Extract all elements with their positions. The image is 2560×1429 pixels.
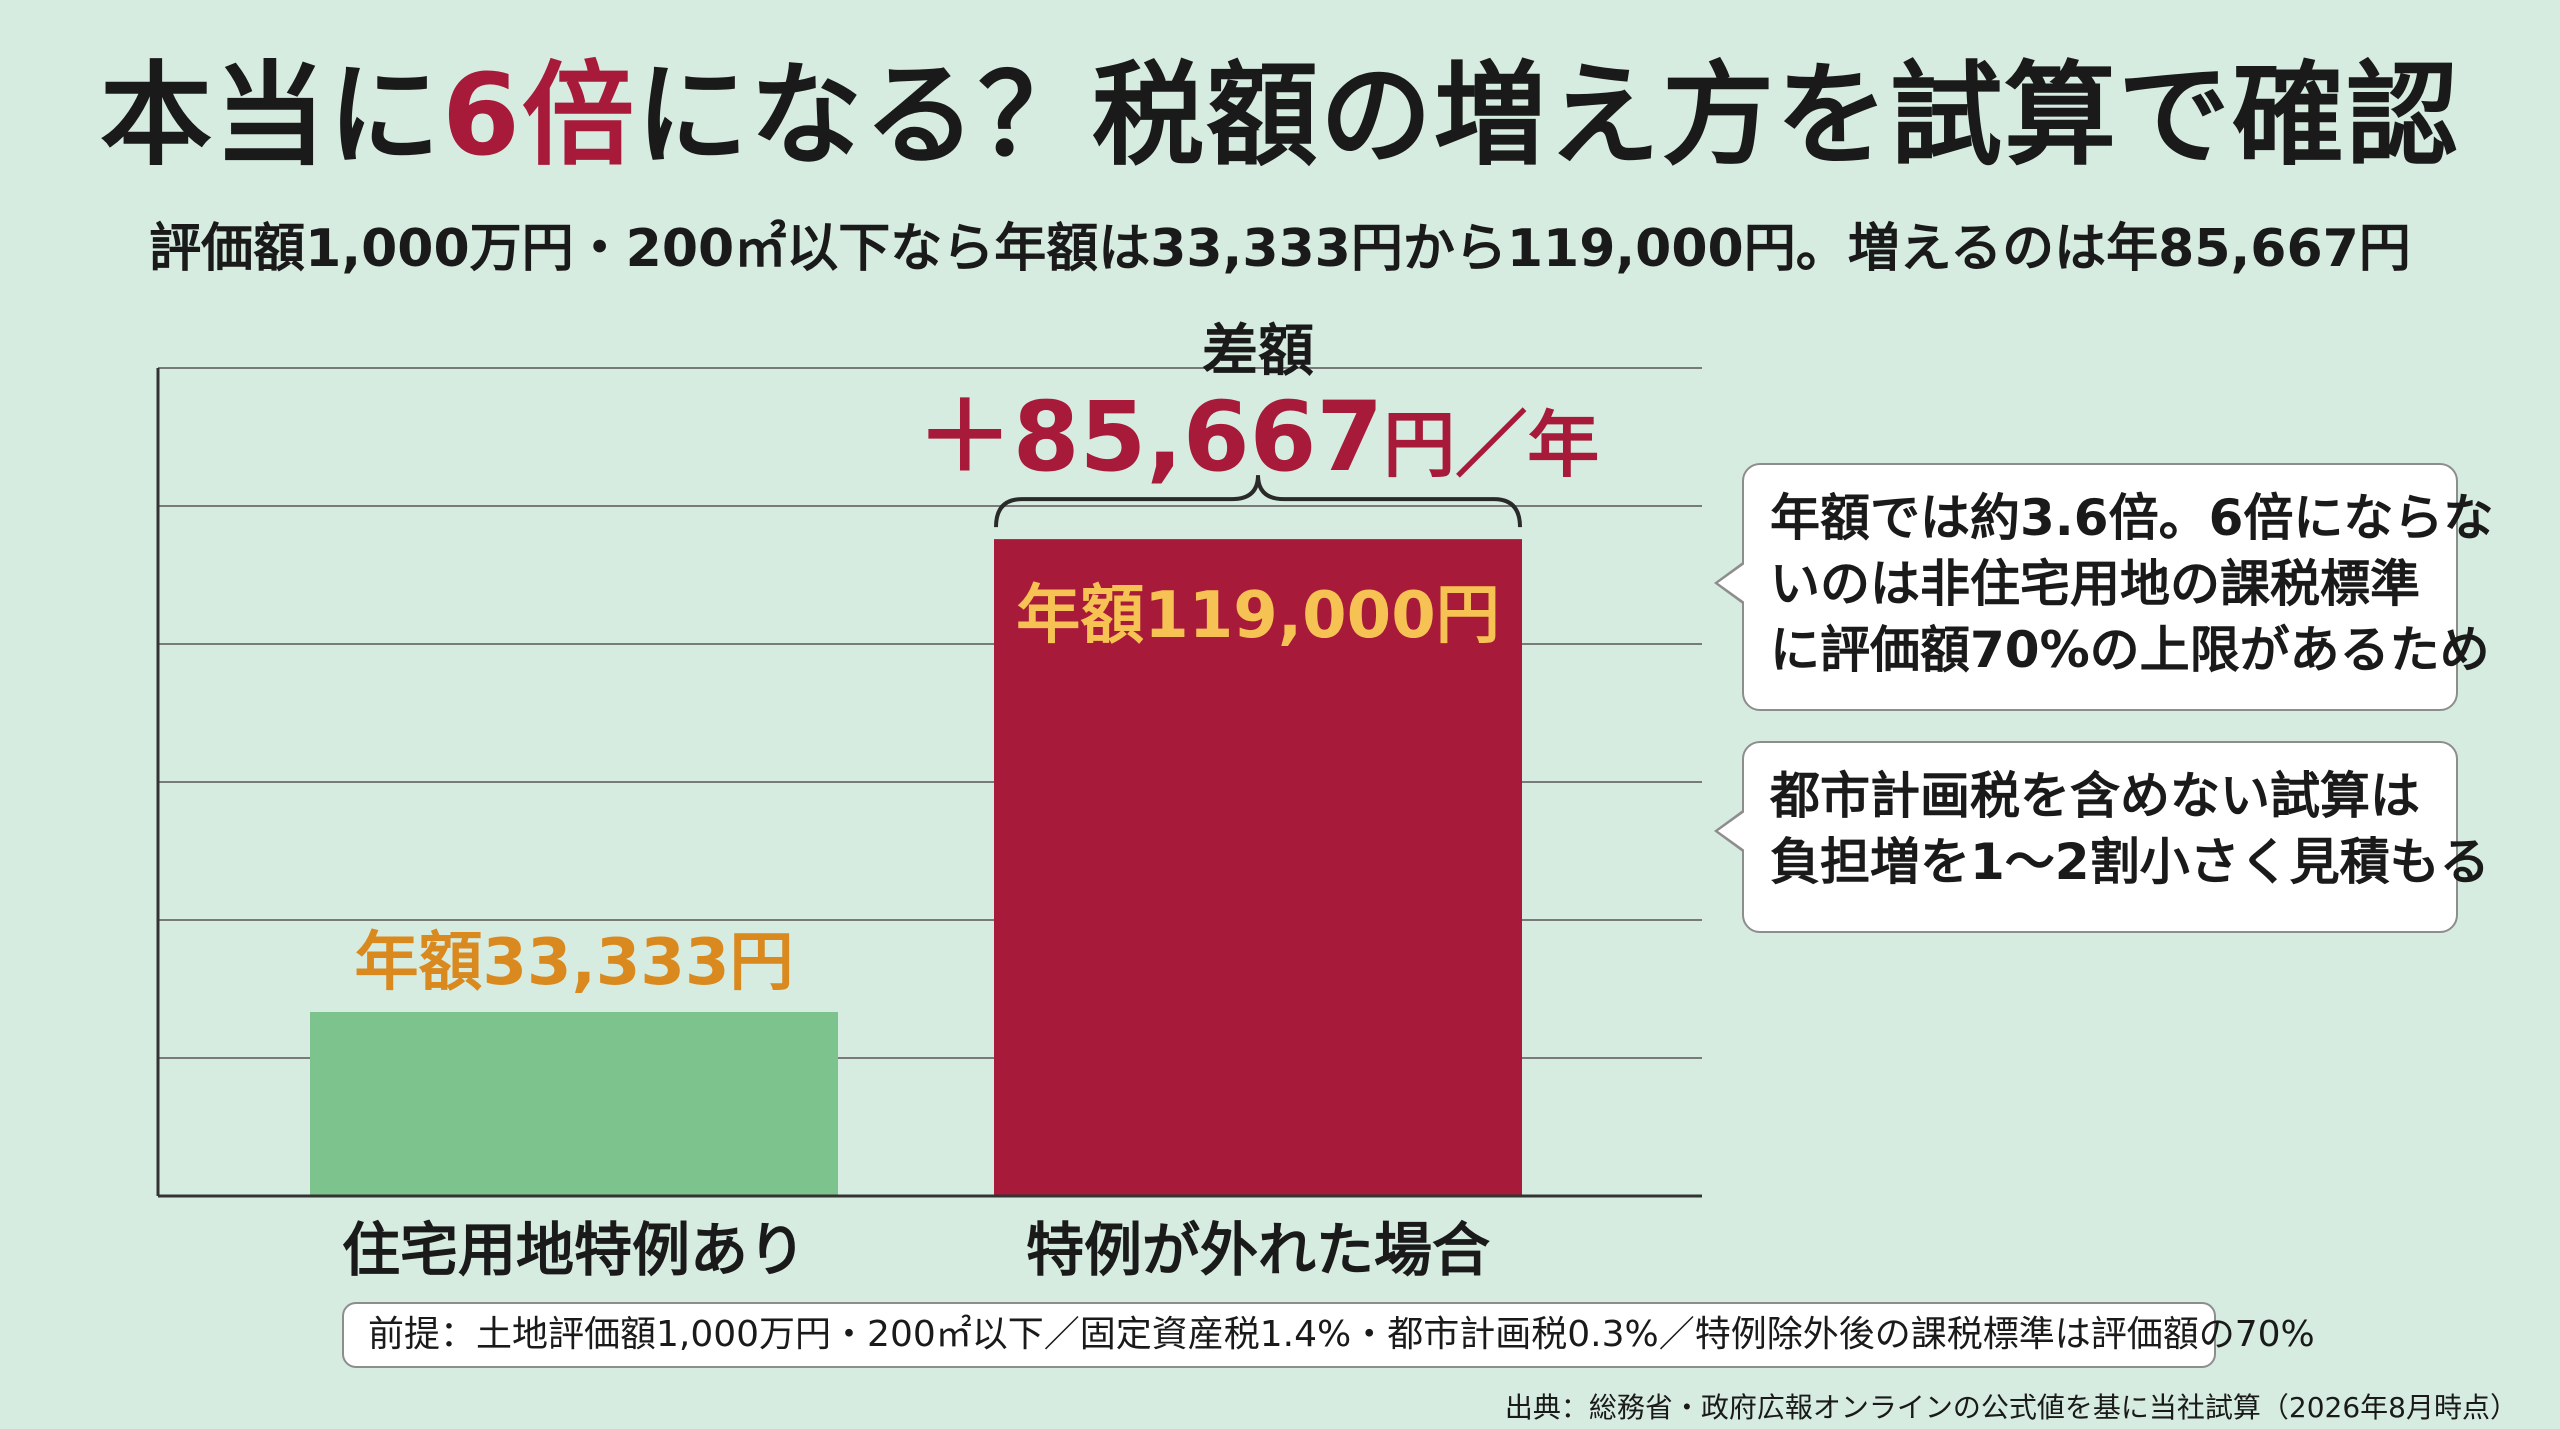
callout-city-tax-note: 都市計画税を含めない試算は 負担増を1〜2割小さく見積もる	[1714, 741, 2490, 933]
data-label: 年額33,333円	[355, 926, 794, 1000]
premise-note: 前提：土地評価額1,000万円・200㎡以下／固定資産税1.4%・都市計画税0.…	[342, 1302, 2315, 1368]
bar-1	[310, 1012, 838, 1196]
category-label: 住宅用地特例あり	[342, 1216, 806, 1284]
data-label: 年額119,000円	[1016, 579, 1500, 653]
title-part-1: 本当に	[100, 51, 443, 181]
difference-annotation: 差額＋85,667円／年	[917, 319, 1599, 528]
callout-line: 都市計画税を含めない試算は	[1770, 767, 2420, 825]
difference-brace	[994, 475, 1522, 528]
callout-line: 負担増を1〜2割小さく見積もる	[1770, 833, 2490, 891]
subtitle: 評価額1,000万円・200㎡以下なら年額は33,333円から119,000円。…	[149, 219, 2411, 279]
title-accent: 6倍	[442, 51, 636, 181]
category-label: 特例が外れた場合	[1026, 1216, 1490, 1284]
title-part-2: になる？税額の増え方を試算で確認	[635, 51, 2460, 181]
callout-line: 年額では約3.6倍。6倍にならな	[1770, 489, 2494, 547]
difference-value: ＋85,667円／年	[917, 381, 1599, 493]
callout-ratio-note: 年額では約3.6倍。6倍にならな いのは非住宅用地の課税標準 に評価額70%の上…	[1714, 463, 2494, 711]
callout-line: いのは非住宅用地の課税標準	[1770, 555, 2420, 613]
bars	[310, 539, 1522, 1196]
page-title: 本当に6倍になる？税額の増え方を試算で確認	[0, 52, 2560, 181]
callout-line: に評価額70%の上限があるため	[1770, 621, 2490, 679]
bar-2	[994, 539, 1522, 1196]
difference-caption: 差額	[1202, 319, 1314, 384]
source-note: 出典：総務省・政府広報オンラインの公式値を基に当社試算（2026年8月時点）	[1504, 1391, 2518, 1424]
